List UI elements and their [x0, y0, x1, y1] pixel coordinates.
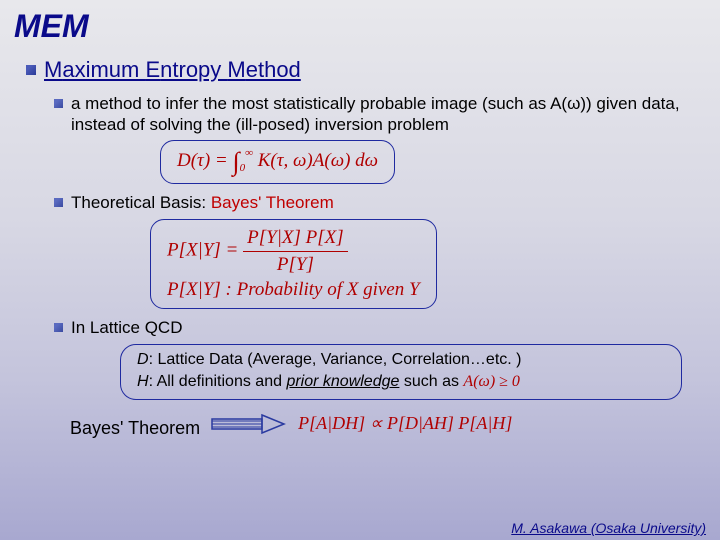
subtitle-m1: M: [44, 57, 62, 82]
formula1-sup: ∞: [245, 147, 253, 159]
formula2-line1: P[X|Y] = P[Y|X] P[X]P[Y]: [167, 226, 420, 277]
formula2-line2: P[X|Y] : Probability of X given Y: [167, 278, 420, 302]
formula1-body: K(τ, ω)A(ω) dω: [253, 150, 378, 171]
info-line-d: D: Lattice Data (Average, Variance, Corr…: [137, 351, 665, 369]
point1: a method to infer the most statistically…: [71, 93, 720, 136]
formula1-sub: 0: [240, 162, 246, 174]
formula2-lhs: P[X|Y] =: [167, 239, 243, 260]
subtitle-m2: M: [227, 57, 245, 82]
formula2-num: P[Y|X] P[X]: [243, 226, 348, 252]
info-h-pre: : All definitions and: [149, 373, 287, 390]
formula2-wrap: P[X|Y] = P[Y|X] P[X]P[Y] P[X|Y] : Probab…: [150, 219, 720, 309]
info-d-text: : Lattice Data (Average, Variance, Corre…: [149, 351, 522, 368]
point1-omega: ω: [567, 94, 580, 113]
bayes-formula: P[A|DH] ∝ P[D|AH] P[A|H]: [298, 413, 512, 434]
bullet-sub-icon: [54, 323, 63, 332]
bullet-sub-icon: [54, 99, 63, 108]
formula1: D(τ) = ∫0 ∞ K(τ, ω)A(ω) dω: [160, 140, 395, 184]
bullet-sub-icon: [54, 198, 63, 207]
bullet-main-icon: [26, 65, 36, 75]
info-d-label: D: [137, 351, 149, 368]
info-box: D: Lattice Data (Average, Variance, Corr…: [120, 344, 682, 400]
formula1-wrap: D(τ) = ∫0 ∞ K(τ, ω)A(ω) dω: [160, 140, 720, 184]
formula1-lhs: D(τ) =: [177, 150, 233, 171]
info-h-label: H: [137, 373, 149, 390]
info-cond: A(ω) ≥ 0: [463, 373, 520, 390]
page-title: MEM: [0, 0, 720, 49]
subtitle-row: Maximum Entropy Method: [0, 57, 720, 83]
point2-pre: Theoretical Basis:: [71, 193, 211, 212]
subtitle: Maximum Entropy Method: [44, 57, 301, 83]
info-h-em: prior knowledge: [286, 373, 399, 390]
info-h-post: such as: [399, 373, 463, 390]
point3: In Lattice QCD: [71, 317, 183, 338]
bayes-label: Bayes' Theorem: [70, 418, 200, 439]
point2-row: Theoretical Basis: Bayes' Theorem: [0, 192, 720, 213]
formula2-den: P[Y]: [243, 252, 348, 277]
info-line-h: H: All definitions and prior knowledge s…: [137, 373, 665, 391]
subtitle-r1: aximum: [62, 57, 145, 82]
formula2: P[X|Y] = P[Y|X] P[X]P[Y] P[X|Y] : Probab…: [150, 219, 437, 309]
point2-highlight: Bayes' Theorem: [211, 193, 334, 212]
arrow-icon: [210, 413, 288, 435]
formula2-line2-text: P[X|Y] : Probability of X given Y: [167, 279, 420, 300]
integral-icon: ∫: [233, 147, 240, 176]
subtitle-r3: ethod: [246, 57, 301, 82]
bottom-row: Bayes' Theorem P[A|DH] ∝ P[D|AH] P[A|H]: [0, 408, 720, 439]
subtitle-r2: ntropy: [160, 57, 227, 82]
point1-row: a method to infer the most statistically…: [0, 93, 720, 136]
point2: Theoretical Basis: Bayes' Theorem: [71, 192, 334, 213]
subtitle-e1: E: [145, 57, 160, 82]
point3-row: In Lattice QCD: [0, 317, 720, 338]
formula2-frac: P[Y|X] P[X]P[Y]: [243, 226, 348, 277]
point1-pre: a method to infer the most statistically…: [71, 94, 567, 113]
footer: M. Asakawa (Osaka University): [511, 520, 706, 536]
